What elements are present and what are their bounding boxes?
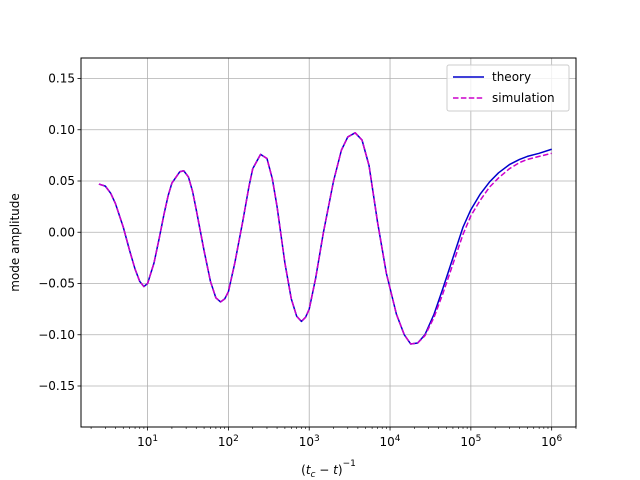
y-tick-label: −0.15 — [38, 379, 75, 393]
plot-frame — [80, 57, 577, 428]
y-tick-label: −0.05 — [38, 277, 75, 291]
y-tick-label: −0.10 — [38, 328, 75, 342]
legend-entry-theory: theory — [492, 70, 531, 84]
x-tick-label: 106 — [541, 434, 562, 449]
x-tick-label: 104 — [380, 434, 401, 449]
series-lines — [98, 132, 552, 345]
y-tick-label: 0.05 — [48, 174, 75, 188]
axis-ticks: 101 102 103 104 105 106 0.15 0.10 0.05 0.00 −0.05 −… — [38, 72, 577, 449]
legend-entry-simulation: simulation — [492, 91, 555, 105]
grid-lines — [81, 58, 576, 427]
y-axis-label: mode amplitude — [8, 193, 22, 291]
legend: theory simulation — [446, 64, 570, 112]
x-tick-label: 102 — [218, 434, 239, 449]
y-tick-label: 0.10 — [48, 123, 75, 137]
series-line-simulation — [98, 132, 552, 345]
x-tick-label: 105 — [460, 434, 481, 449]
y-tick-label: 0.00 — [48, 225, 75, 239]
x-tick-label: 101 — [137, 434, 158, 449]
x-axis-label: (tc − t)−1 — [301, 459, 356, 480]
x-tick-label: 103 — [299, 434, 320, 449]
y-tick-label: 0.15 — [48, 72, 75, 86]
